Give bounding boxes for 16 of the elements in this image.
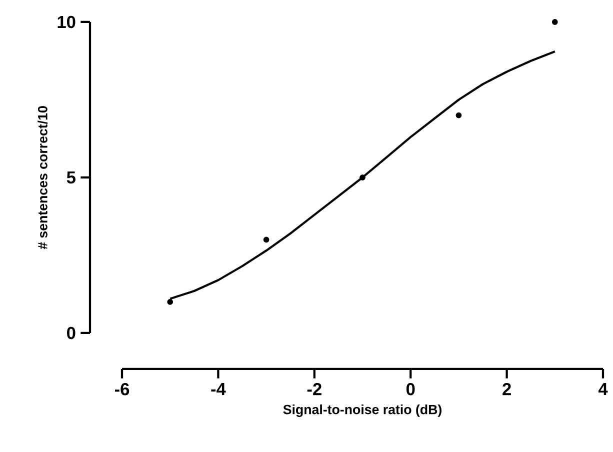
x-tick-label: -4 — [211, 383, 226, 395]
point — [552, 19, 558, 25]
y-tick-label: 10 — [58, 16, 76, 28]
y-tick-label: 5 — [66, 171, 76, 184]
point — [167, 298, 174, 305]
point — [456, 112, 462, 118]
x-tick-label: 4 — [598, 383, 608, 395]
point — [263, 236, 270, 243]
y-axis-title: # sentences correct/10 — [38, 106, 48, 250]
x-tick-label: 0 — [406, 383, 415, 396]
x-tick-label: 2 — [502, 383, 511, 396]
x-axis-title: Signal-to-noise ratio (dB) — [283, 404, 442, 417]
x-tick-label: -6 — [114, 383, 130, 396]
point — [360, 174, 366, 180]
y-tick-label: 0 — [67, 326, 76, 340]
x-tick-label: -2 — [307, 383, 322, 396]
